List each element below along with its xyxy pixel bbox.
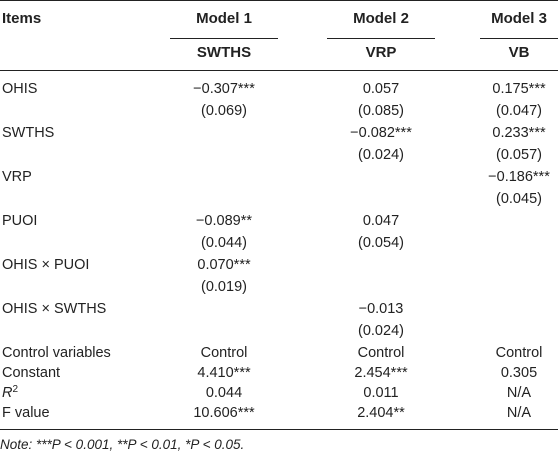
cell-ohis-swths-m2: −0.013 (358, 301, 404, 317)
cell-ohis-m2: 0.057 (362, 81, 400, 97)
header-bottom-rule (0, 70, 558, 71)
cell-puoi-m2: 0.047 (362, 213, 400, 229)
items-header: Items (2, 10, 42, 27)
model2-header: Model 2 (353, 10, 409, 27)
cell-ohis-m1: −0.307*** (193, 81, 255, 97)
cell-ohis-m3-se: (0.047) (496, 103, 542, 119)
cell-fvalue-m2: 2.404** (357, 405, 405, 421)
cell-control-m2: Control (357, 345, 405, 361)
cell-fvalue-m3: N/A (506, 405, 532, 421)
row-label-fvalue: F value (2, 405, 50, 421)
row-label-puoi: PUOI (2, 213, 38, 229)
cell-vrp-m3: −0.186*** (488, 169, 550, 185)
cell-vrp-m3-se: (0.045) (496, 191, 542, 207)
cell-constant-m1: 4.410*** (197, 365, 251, 381)
cell-puoi-m2-se: (0.054) (358, 235, 404, 251)
table-note: Note: ***P < 0.001, **P < 0.01, *P < 0.0… (0, 436, 244, 454)
cell-swths-m3-se: (0.057) (496, 147, 542, 163)
cell-swths-m2: −0.082*** (350, 125, 412, 141)
r2-superscript: 2 (12, 384, 19, 395)
row-label-control: Control variables (2, 345, 111, 361)
row-label-constant: Constant (2, 365, 61, 381)
cell-constant-m2: 2.454*** (354, 365, 408, 381)
cell-ohis-swths-m2-se: (0.024) (358, 323, 404, 339)
row-label-vrp: VRP (2, 169, 32, 185)
top-rule (0, 0, 558, 1)
model2-dv: VRP (365, 44, 397, 61)
cell-puoi-m1-se: (0.044) (201, 235, 247, 251)
cell-control-m1: Control (200, 345, 248, 361)
cell-r2-m2: 0.011 (363, 385, 399, 401)
cell-swths-m3: 0.233*** (492, 125, 546, 141)
cell-control-m3: Control (495, 345, 543, 361)
row-label-ohis-puoi: OHIS × PUOI (2, 257, 90, 273)
cell-r2-m1: 0.044 (205, 385, 243, 401)
row-label-swths: SWTHS (2, 125, 55, 141)
cell-constant-m3: 0.305 (500, 365, 538, 381)
cell-fvalue-m1: 10.606*** (193, 405, 255, 421)
model1-dv: SWTHS (196, 44, 252, 61)
model3-underline (480, 38, 558, 39)
model2-underline (327, 38, 435, 39)
cell-swths-m2-se: (0.024) (358, 147, 404, 163)
cell-ohis-m2-se: (0.085) (358, 103, 404, 119)
cell-r2-m3: N/A (506, 385, 532, 401)
cell-ohis-puoi-m1: 0.070*** (197, 257, 251, 273)
model3-dv: VB (508, 44, 530, 61)
cell-puoi-m1: −0.089** (195, 213, 253, 229)
model1-underline (170, 38, 278, 39)
cell-ohis-m1-se: (0.069) (201, 103, 247, 119)
cell-ohis-m3: 0.175*** (492, 81, 546, 97)
note-text: ***P < 0.001, **P < 0.01, *P < 0.05. (36, 437, 245, 452)
row-label-ohis-swths: OHIS × SWTHS (2, 301, 107, 317)
note-prefix: Note: (0, 437, 37, 452)
model3-header: Model 3 (491, 10, 547, 27)
row-label-r2: R2 (2, 384, 19, 401)
cell-ohis-puoi-m1-se: (0.019) (201, 279, 247, 295)
bottom-rule (0, 429, 558, 430)
row-label-ohis: OHIS (2, 81, 38, 97)
model1-header: Model 1 (196, 10, 252, 27)
